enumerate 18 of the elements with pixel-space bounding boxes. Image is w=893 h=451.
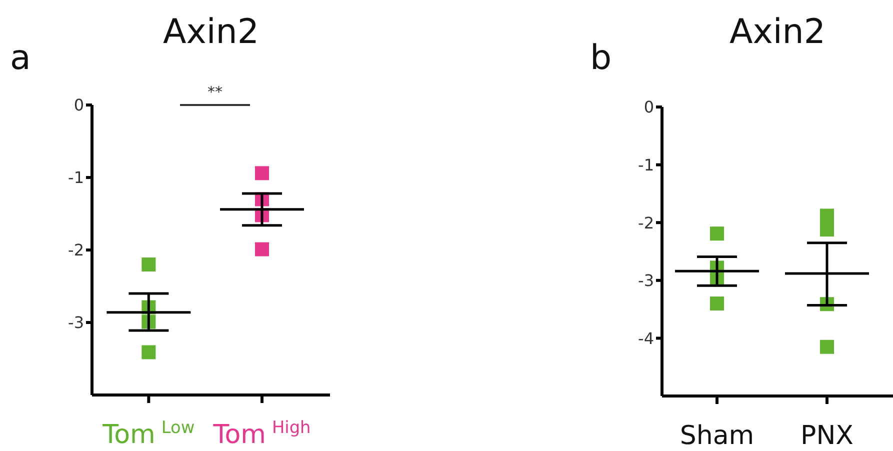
y-tick-label: -2 [638, 213, 654, 232]
y-tick-label: -4 [638, 328, 654, 348]
x-tick-label: Tom$^{High}$ [212, 417, 311, 450]
y-tick-label: -3 [638, 271, 654, 290]
x-tick-label: Tom$^{Low}$ [102, 417, 195, 450]
chart-title: Axin2 [728, 12, 826, 52]
text: b [590, 38, 612, 78]
y-tick-label: -2 [68, 240, 84, 260]
text: a [10, 38, 31, 78]
x-tick-label: Sham [680, 421, 754, 451]
y-tick-label: -1 [638, 155, 654, 174]
x-tick-label: PNX [800, 421, 854, 451]
significance-bracket: ** [180, 84, 250, 106]
y-tick-label: 0 [74, 96, 84, 115]
chart-title: Axin2 [162, 12, 260, 52]
y-tick-label: 0 [644, 98, 654, 117]
y-tick-label: -1 [68, 168, 84, 188]
y-tick-label: -3 [68, 313, 84, 332]
